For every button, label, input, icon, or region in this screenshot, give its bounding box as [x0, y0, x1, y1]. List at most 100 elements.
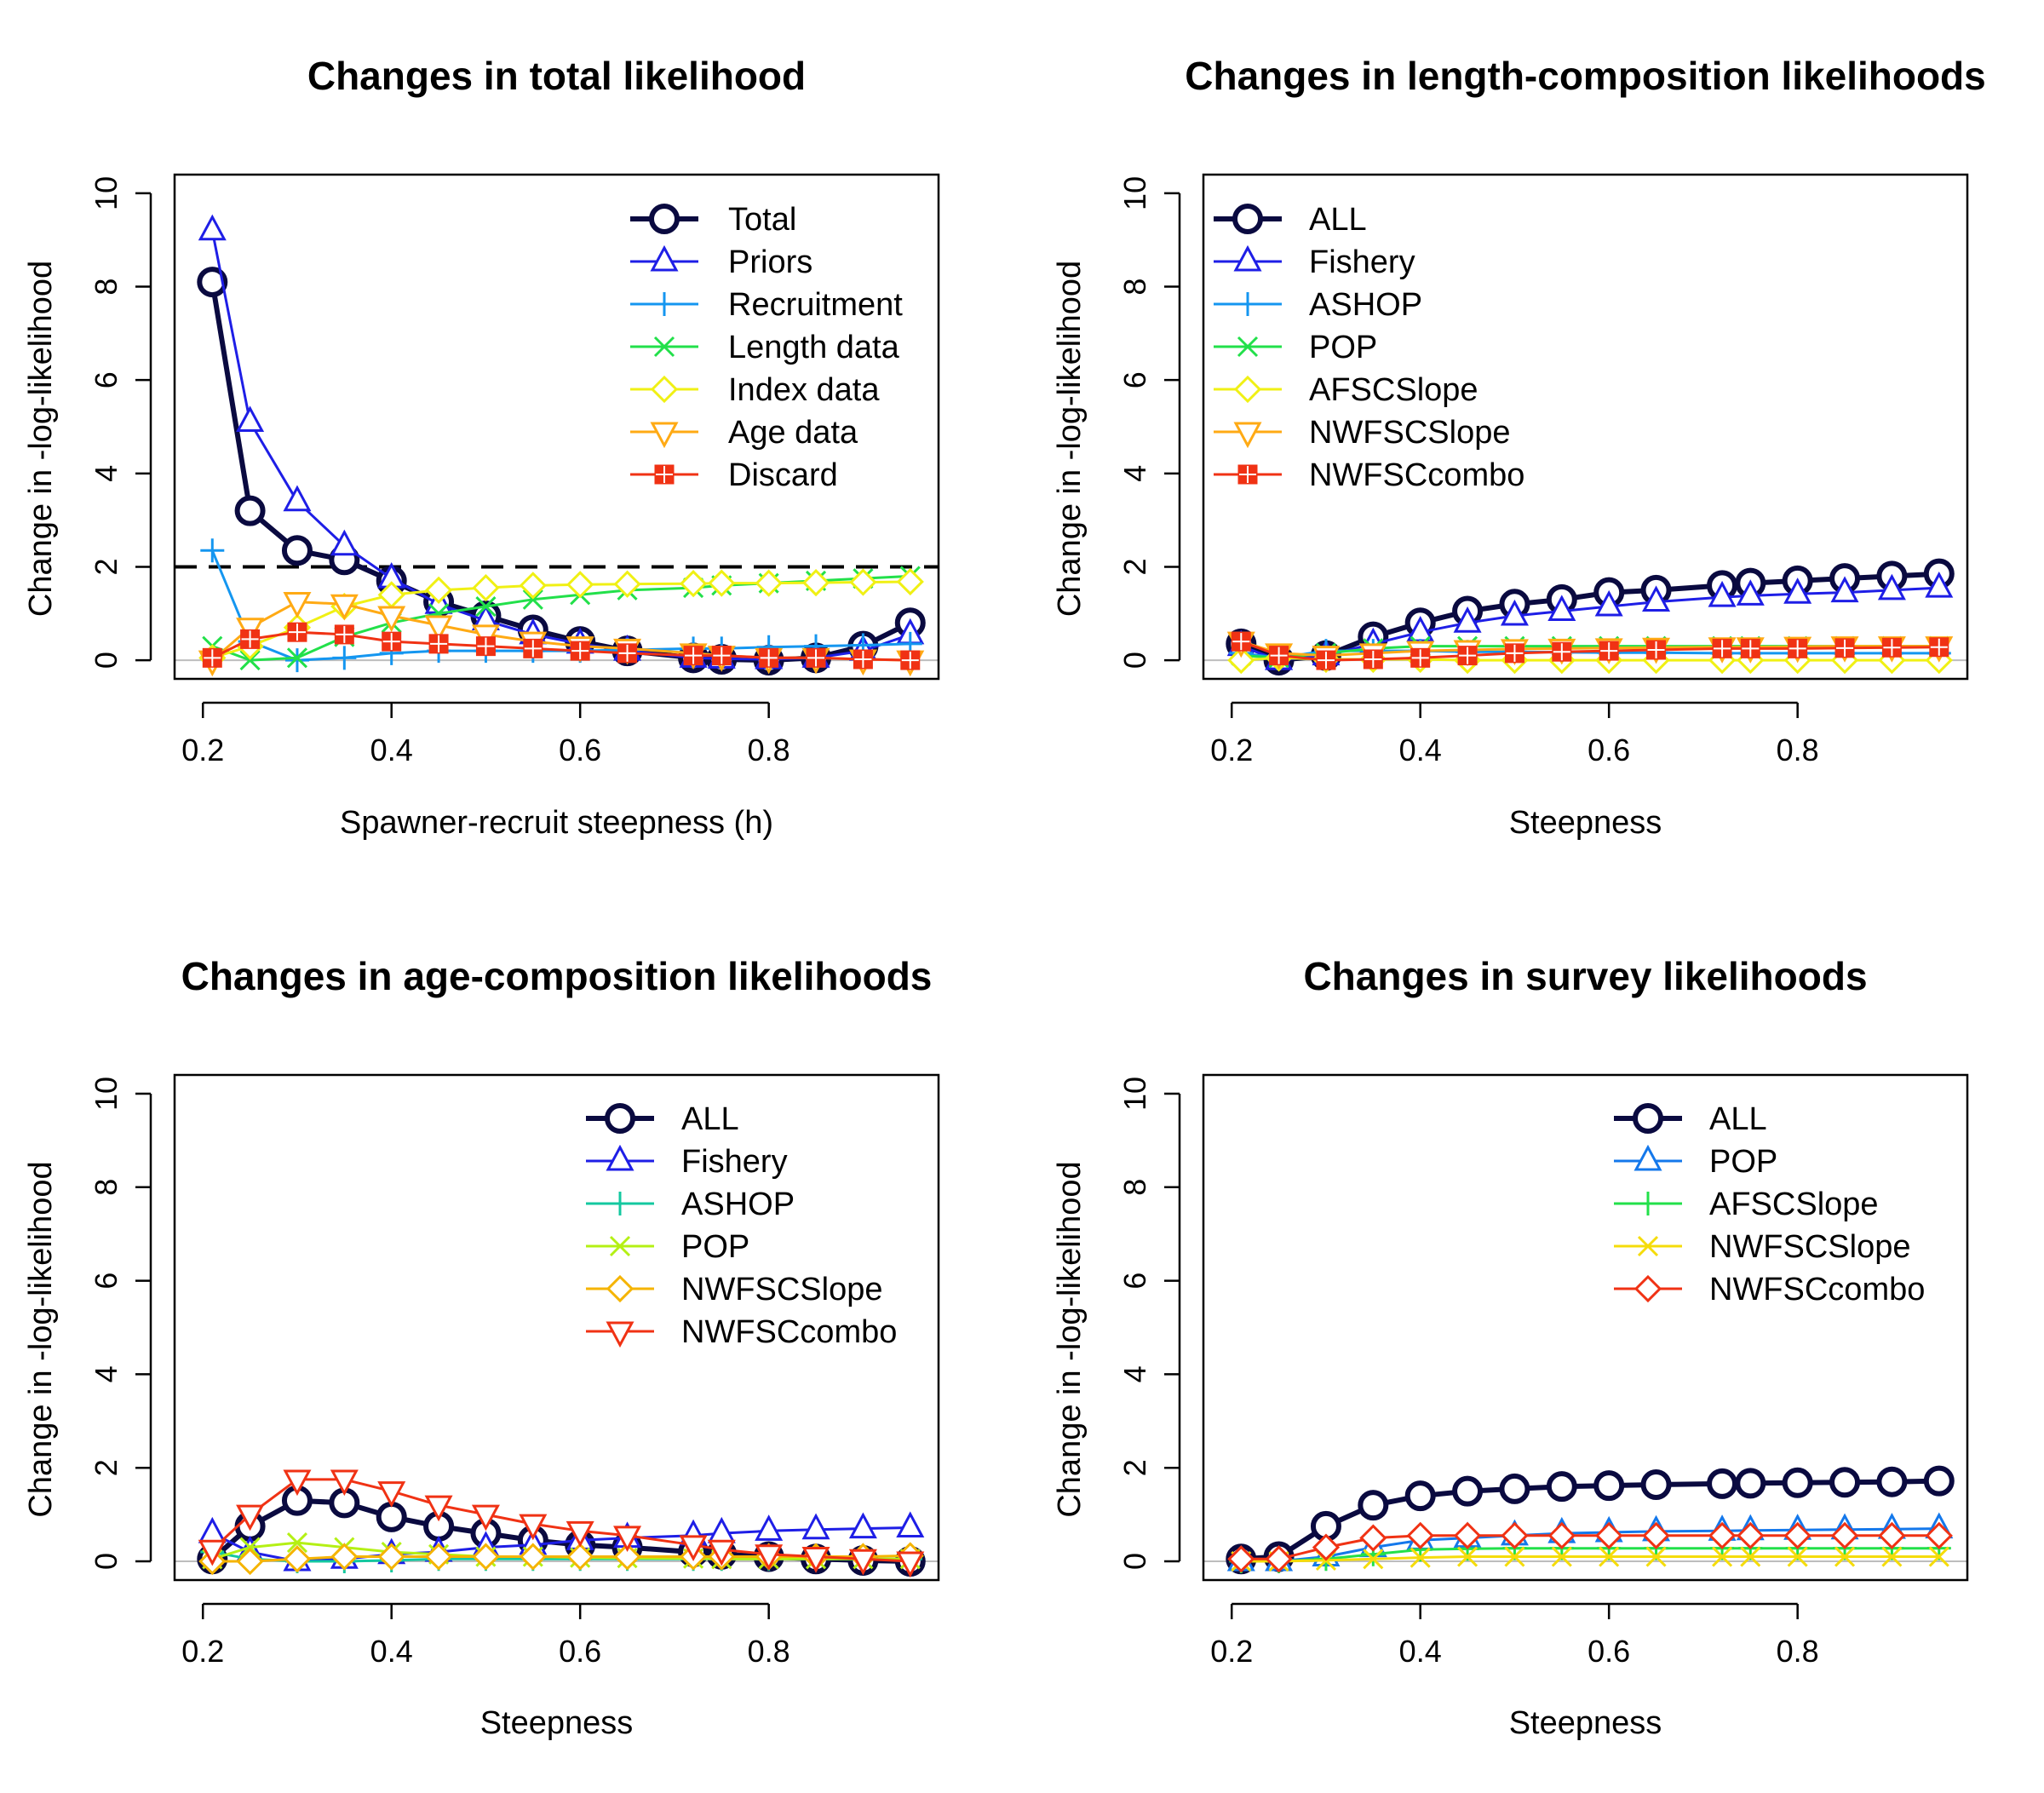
- data-point-cross: [685, 647, 703, 664]
- data-point: [200, 538, 225, 563]
- y-tick-label: 8: [1117, 1179, 1152, 1196]
- data-point: [330, 529, 359, 556]
- data-point: [1783, 1521, 1811, 1549]
- legend-entry: Index data: [630, 372, 880, 408]
- x-tick-label: 0.6: [559, 733, 601, 767]
- legend-label: NWFSCcombo: [681, 1314, 897, 1350]
- data-point: [332, 646, 357, 670]
- data-point: [236, 1504, 265, 1532]
- data-point: [1925, 571, 1954, 598]
- x-tick-label: 0.2: [1210, 1634, 1253, 1669]
- panel-title: Changes in length-composition likelihood…: [1185, 54, 1985, 98]
- legend-marker: [1633, 1274, 1662, 1303]
- x-axis-label: Steepness: [480, 1705, 634, 1741]
- y-tick-label: 4: [89, 1365, 123, 1382]
- data-point: [281, 535, 313, 566]
- legend-entry: NWFSCSlope: [1214, 415, 1511, 451]
- data-point: [283, 485, 312, 512]
- data-point: [519, 1543, 547, 1571]
- legend-entry: ALL: [586, 1101, 739, 1137]
- data-point: [377, 1543, 405, 1571]
- y-tick-label: 10: [1117, 176, 1152, 210]
- legend-label: Age data: [728, 415, 858, 451]
- legend-marker: [1237, 336, 1259, 358]
- data-point: [286, 1532, 308, 1554]
- legend-entry: NWFSCSlope: [586, 1272, 883, 1307]
- legend-label: ALL: [1709, 1101, 1767, 1137]
- data-point-cross: [1270, 647, 1288, 664]
- y-tick-label: 6: [89, 1273, 123, 1290]
- data-point: [679, 1535, 708, 1561]
- legend-marker: [650, 244, 679, 272]
- y-tick-label: 10: [89, 1077, 123, 1111]
- data-point: [424, 1495, 453, 1522]
- legend-marker: [605, 1103, 635, 1134]
- data-point: [424, 1543, 453, 1571]
- legend-marker: [1232, 204, 1263, 234]
- y-tick-label: 4: [89, 465, 123, 482]
- data-point: [1453, 1521, 1482, 1549]
- legend-entry: NWFSCcombo: [1614, 1272, 1925, 1307]
- legend-label: ALL: [1309, 202, 1367, 238]
- y-tick-label: 0: [89, 652, 123, 669]
- x-tick-label: 0.6: [559, 1634, 601, 1669]
- data-point-cross: [204, 649, 221, 667]
- legend-label: ASHOP: [1309, 287, 1422, 323]
- y-tick-label: 6: [1117, 1273, 1152, 1290]
- y-axis-label: Change in -log-likelihood: [1052, 1161, 1088, 1517]
- y-tick-label: 4: [1117, 1365, 1152, 1382]
- data-point-cross: [1459, 647, 1477, 664]
- data-point: [1923, 1465, 1955, 1497]
- panel-title: Changes in survey likelihoods: [1303, 954, 1867, 998]
- data-point-cross: [1647, 641, 1665, 659]
- data-point: [522, 589, 543, 610]
- legend-marker: [653, 336, 675, 358]
- data-point: [376, 1501, 407, 1532]
- data-point: [1265, 1545, 1293, 1573]
- y-tick-label: 2: [89, 558, 123, 575]
- data-point: [475, 595, 497, 618]
- data-point: [848, 1549, 877, 1576]
- data-point: [1830, 1521, 1859, 1549]
- data-point-cross: [1411, 649, 1429, 667]
- data-point: [707, 1539, 736, 1566]
- data-point: [1363, 1549, 1384, 1570]
- data-point-cross: [1930, 638, 1948, 656]
- x-tick-label: 0.8: [748, 1634, 790, 1669]
- legend-marker: [1633, 1144, 1662, 1171]
- data-point-cross: [1714, 640, 1731, 658]
- data-point: [1642, 1521, 1670, 1549]
- series-line: [211, 580, 910, 659]
- legend-marker: [606, 1144, 634, 1171]
- data-point: [472, 573, 500, 602]
- legend-label: NWFSCcombo: [1709, 1272, 1925, 1307]
- y-tick-label: 6: [89, 371, 123, 388]
- data-point: [1501, 1521, 1529, 1549]
- data-point-cross: [1883, 639, 1901, 657]
- data-point: [1547, 1521, 1576, 1549]
- legend-marker: [1236, 292, 1260, 316]
- x-tick-label: 0.8: [748, 733, 790, 767]
- legend-entry: Fishery: [1214, 244, 1415, 280]
- data-point: [755, 569, 783, 597]
- data-point-cross: [430, 635, 448, 652]
- data-point-cross: [382, 633, 400, 651]
- legend-marker: [650, 375, 679, 404]
- data-point: [1406, 1521, 1434, 1549]
- legend-entry: NWFSCcombo: [1214, 457, 1524, 493]
- data-point: [708, 569, 736, 597]
- data-point: [801, 1547, 830, 1573]
- data-point: [236, 1547, 264, 1576]
- x-tick-label: 0.4: [370, 1634, 413, 1669]
- data-point: [1546, 1471, 1577, 1503]
- data-point-cross: [1553, 643, 1570, 661]
- data-point: [1736, 579, 1765, 606]
- legend-marker: [608, 1192, 632, 1215]
- data-point-cross: [1788, 640, 1806, 658]
- data-point: [755, 1514, 784, 1541]
- data-point: [1358, 1490, 1389, 1521]
- legend-entry: Fishery: [586, 1144, 788, 1180]
- data-point: [1227, 1545, 1255, 1573]
- data-point: [1834, 1546, 1856, 1567]
